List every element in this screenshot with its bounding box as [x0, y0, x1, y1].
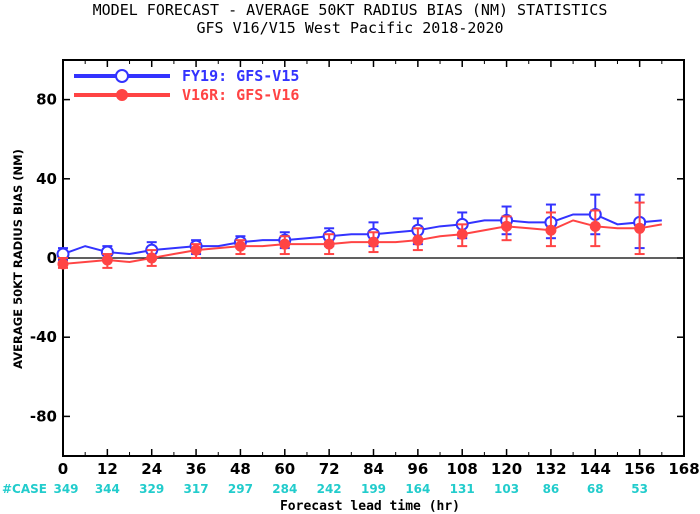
case-count: 329 [139, 482, 164, 496]
y-tick-label: -80 [30, 407, 57, 425]
legend-label-2: V16R: GFS-V16 [182, 86, 299, 104]
data-point-2 [57, 258, 69, 270]
data-point-2 [456, 228, 468, 240]
legend-marker-2 [116, 89, 128, 101]
data-point-2 [545, 224, 557, 236]
data-point-2 [634, 222, 646, 234]
case-count: 86 [543, 482, 560, 496]
data-point-2 [234, 240, 246, 252]
data-point-2 [146, 252, 158, 264]
x-tick-label: 156 [624, 460, 655, 478]
case-count: 53 [631, 482, 648, 496]
case-count: 164 [405, 482, 430, 496]
y-tick-label: -40 [30, 328, 57, 346]
case-count: 317 [184, 482, 209, 496]
chart-title: MODEL FORECAST - AVERAGE 50KT RADIUS BIA… [93, 1, 608, 19]
chart-subtitle: GFS V16/V15 West Pacific 2018-2020 [196, 19, 503, 37]
data-point-2 [501, 220, 513, 232]
x-tick-label: 36 [186, 460, 207, 478]
legend-marker-1 [115, 69, 129, 83]
x-tick-label: 0 [58, 460, 68, 478]
case-count: 131 [450, 482, 475, 496]
data-point-2 [101, 254, 113, 266]
series-line-1 [62, 213, 662, 256]
series-line-2 [62, 219, 662, 265]
x-tick-label: 60 [274, 460, 295, 478]
data-point-2 [323, 238, 335, 250]
legend-label-1: FY19: GFS-V15 [182, 67, 299, 85]
case-count: 242 [317, 482, 342, 496]
x-tick-label: 48 [230, 460, 251, 478]
case-count: 284 [272, 482, 297, 496]
data-point-2 [279, 238, 291, 250]
y-tick-label: 40 [36, 170, 57, 188]
case-label: #CASE [2, 482, 47, 496]
x-tick-label: 24 [141, 460, 162, 478]
x-tick-label: 144 [580, 460, 611, 478]
x-tick-label: 120 [491, 460, 522, 478]
x-tick-label: 84 [363, 460, 384, 478]
y-tick-label: 80 [36, 91, 57, 109]
data-point-2 [368, 236, 379, 248]
x-tick-label: 12 [97, 460, 118, 478]
data-point-2 [190, 244, 202, 256]
case-count: 297 [228, 482, 253, 496]
x-tick-label: 168 [668, 460, 699, 478]
case-count: 103 [494, 482, 519, 496]
x-tick-label: 96 [407, 460, 428, 478]
y-tick-label: 0 [47, 249, 57, 267]
data-point-2 [412, 234, 424, 246]
case-count: 199 [361, 482, 386, 496]
plot-area: 0 12 24 36 48 60 72 84 96 108 120 132 144 156 168 -80 -4… [2, 59, 700, 496]
data-point-2 [589, 220, 601, 232]
x-tick-label: 72 [319, 460, 340, 478]
x-axis-label: Forecast lead time (hr) [280, 499, 460, 514]
case-count: 349 [53, 482, 78, 496]
x-tick-label: 108 [447, 460, 478, 478]
x-tick-label: 132 [535, 460, 566, 478]
case-count: 344 [95, 482, 120, 496]
case-count: 68 [587, 482, 604, 496]
y-axis-label: AVERAGE 50KT RADIUS BIAS (NM) [11, 149, 25, 369]
